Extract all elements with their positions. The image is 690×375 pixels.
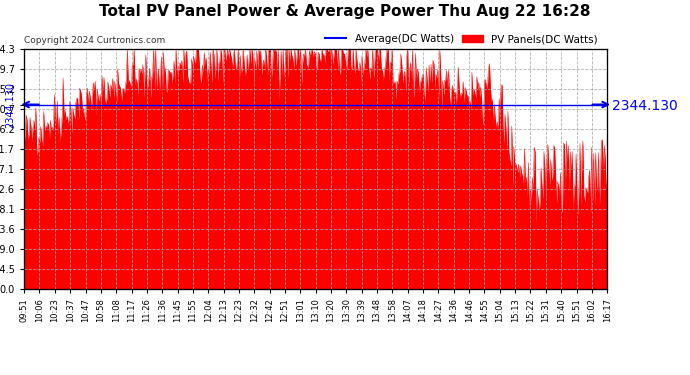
Text: Total PV Panel Power & Average Power Thu Aug 22 16:28: Total PV Panel Power & Average Power Thu… [99, 4, 591, 19]
Legend: Average(DC Watts), PV Panels(DC Watts): Average(DC Watts), PV Panels(DC Watts) [322, 30, 602, 48]
Text: Copyright 2024 Curtronics.com: Copyright 2024 Curtronics.com [24, 36, 166, 45]
